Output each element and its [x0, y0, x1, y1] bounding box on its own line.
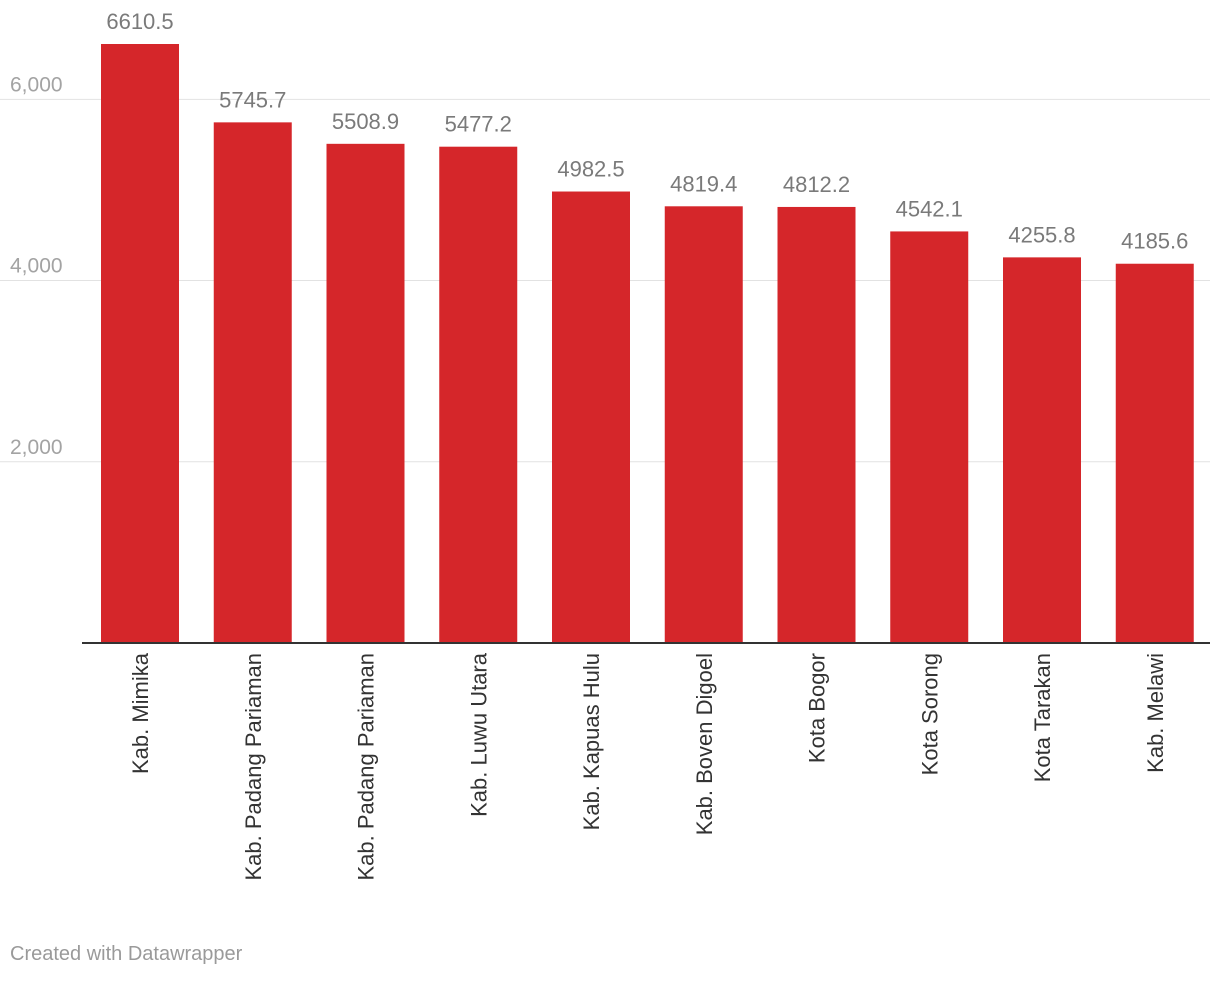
bar	[326, 143, 405, 643]
bar	[213, 122, 292, 643]
bar	[777, 206, 856, 643]
data-label: 4185.6	[1121, 229, 1188, 254]
bars	[101, 44, 1194, 643]
bar	[1003, 257, 1081, 643]
x-tick-label: Kota Sorong	[917, 653, 942, 775]
data-labels: 6610.5 5745.7 5508.9 5477.2 4982.5 4819.4 4812…	[106, 9, 1188, 254]
x-tick-label: Kab. Kapuas Hulu	[579, 653, 604, 830]
data-label: 5508.9	[332, 109, 399, 134]
data-label: 4812.2	[783, 172, 850, 197]
credit-text: Created with Datawrapper	[10, 943, 243, 965]
x-tick-label: Kab. Boven Digoel	[692, 653, 717, 835]
data-label: 4819.4	[670, 171, 737, 196]
x-tick-label: Kota Bogor	[805, 653, 830, 763]
y-tick-label: 2,000	[10, 436, 63, 459]
bar	[890, 231, 969, 643]
data-label: 4255.8	[1008, 222, 1075, 247]
data-label: 4542.1	[896, 196, 963, 221]
x-tick-label: Kab. Padang Pariaman	[354, 653, 379, 881]
x-tick-label: Kab. Melawi	[1143, 653, 1168, 773]
y-tick-label: 4,000	[10, 255, 63, 278]
x-tick-label: Kota Tarakan	[1030, 653, 1055, 782]
bar	[552, 191, 630, 643]
bar	[101, 44, 179, 643]
bar	[439, 146, 518, 643]
bar	[1115, 263, 1194, 643]
x-axis-labels: Kab. Mimika Kab. Padang Pariaman Kab. Pada…	[128, 652, 1168, 880]
data-label: 5745.7	[219, 87, 286, 112]
data-label: 4982.5	[557, 157, 624, 182]
bar	[664, 206, 743, 643]
x-tick-label: Kab. Padang Pariaman	[241, 653, 266, 881]
y-tick-label: 6,000	[10, 73, 63, 96]
y-axis-labels: 2,000 4,000 6,000	[10, 73, 63, 458]
bar-chart: 2,000 4,000 6,000 6610.5 5745.7 5508.9 5477.2…	[0, 9, 1210, 881]
x-tick-label: Kab. Luwu Utara	[466, 652, 491, 817]
data-label: 5477.2	[445, 112, 512, 137]
x-tick-label: Kab. Mimika	[128, 652, 153, 774]
data-label: 6610.5	[106, 9, 173, 34]
